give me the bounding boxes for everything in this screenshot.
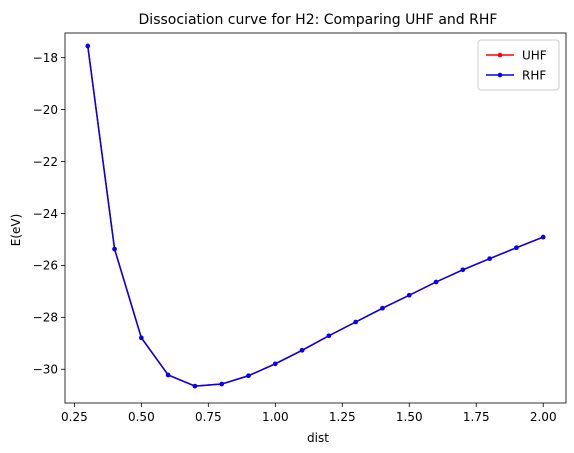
data-point-rhf xyxy=(380,305,385,311)
data-point-rhf xyxy=(433,279,439,285)
legend-box xyxy=(477,39,560,91)
plot-area xyxy=(85,43,546,389)
x-axis-label: dist xyxy=(307,431,329,445)
series-line-rhf xyxy=(87,45,544,387)
data-point-rhf xyxy=(139,335,144,341)
x-axis: 0.25 0.50 0.75 1.00 1.25 1.50 1.75 2.00 xyxy=(61,403,557,424)
y-tick-label: −20 xyxy=(33,103,58,117)
data-point-rhf xyxy=(192,383,198,389)
y-tick-label: −28 xyxy=(33,311,58,325)
data-point-rhf xyxy=(219,381,225,387)
y-axis: −18 −20 −22 −24 −26 −28 −30 xyxy=(33,51,65,377)
data-point-rhf xyxy=(273,361,278,367)
data-point-rhf xyxy=(165,372,171,378)
axes-frame xyxy=(64,32,567,404)
x-tick-label: 1.25 xyxy=(329,410,356,424)
data-point-rhf xyxy=(353,319,358,325)
legend-marker-rhf xyxy=(497,72,503,78)
x-tick-label: 1.00 xyxy=(262,410,289,424)
data-point-rhf xyxy=(460,267,466,273)
x-tick-label: 0.75 xyxy=(195,410,222,424)
x-tick-label: 0.50 xyxy=(128,410,155,424)
y-tick-label: −26 xyxy=(33,259,58,273)
y-tick-label: −30 xyxy=(33,363,58,377)
y-tick-label: −24 xyxy=(33,207,58,221)
legend-label-uhf: UHF xyxy=(522,49,547,63)
x-tick-label: 1.75 xyxy=(463,410,490,424)
data-point-rhf xyxy=(112,246,117,252)
y-tick-label: −22 xyxy=(33,155,58,169)
data-point-rhf xyxy=(406,292,412,298)
legend: UHF RHF xyxy=(477,39,560,91)
legend-marker-uhf xyxy=(497,52,503,58)
y-tick-label: −18 xyxy=(33,51,58,65)
data-point-rhf xyxy=(326,333,332,339)
x-tick-label: 2.00 xyxy=(530,410,557,424)
x-tick-label: 0.25 xyxy=(61,410,88,424)
data-point-rhf xyxy=(540,234,546,240)
legend-label-rhf: RHF xyxy=(522,69,546,83)
data-point-rhf xyxy=(299,347,305,353)
data-point-rhf xyxy=(246,373,251,379)
x-tick-label: 1.50 xyxy=(396,410,423,424)
data-point-rhf xyxy=(514,245,519,251)
chart-title: Dissociation curve for H2: Comparing UHF… xyxy=(139,12,498,28)
data-point-rhf xyxy=(85,43,91,49)
data-point-rhf xyxy=(487,256,492,261)
y-axis-label: E(eV) xyxy=(9,214,23,247)
